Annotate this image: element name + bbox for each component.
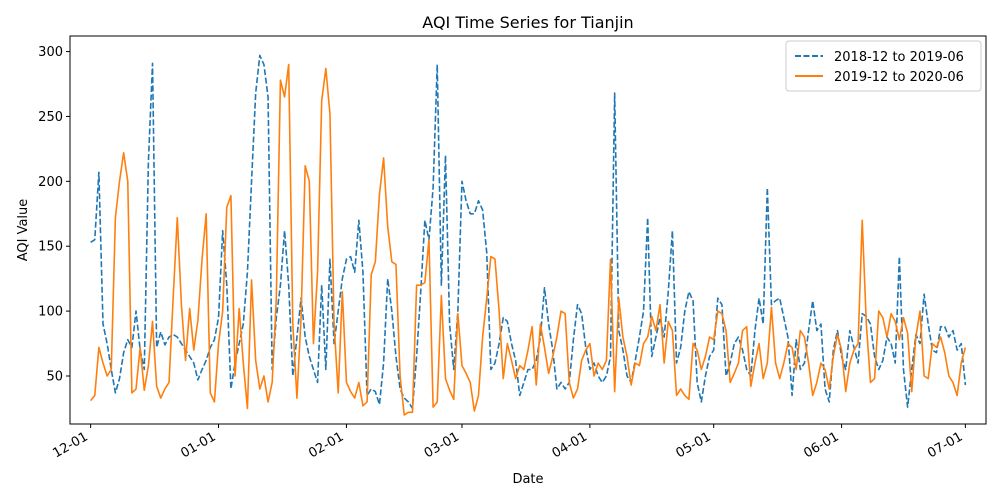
legend-label-series-1: 2018-12 to 2019-06 [834,50,964,65]
y-axis-label: AQI Value [16,199,31,262]
y-axis: 50 100 150 200 250 300 [38,45,70,384]
y-tick-label: 100 [38,305,63,320]
series-layer [90,54,967,416]
x-axis: 12-01 01-01 02-01 03-01 04-01 05-01 06-01 07-01 [50,424,966,461]
y-tick-label: 200 [38,175,63,190]
x-tick-label: 05-01 [673,429,713,461]
x-tick-label: 03-01 [422,429,462,461]
plot-area-frame [69,35,987,425]
chart-title: AQI Time Series for Tianjin [422,13,633,32]
x-tick-label: 06-01 [801,429,841,461]
y-tick-label: 50 [46,369,63,384]
x-tick-label: 01-01 [178,429,218,461]
legend-frame [785,40,982,92]
x-tick-label: 12-01 [50,429,90,461]
legend-label-series-2: 2019-12 to 2020-06 [834,70,964,85]
series-line-2 [90,63,967,416]
x-axis-label: Date [512,472,543,487]
y-tick-label: 150 [38,240,63,255]
y-tick-label: 300 [38,45,63,60]
y-tick-label: 250 [38,110,63,125]
x-tick-label: 02-01 [306,429,346,461]
x-tick-label: 04-01 [550,429,590,461]
x-tick-label: 07-01 [925,429,965,461]
legend: 2018-12 to 2019-06 2019-12 to 2020-06 [785,40,982,92]
